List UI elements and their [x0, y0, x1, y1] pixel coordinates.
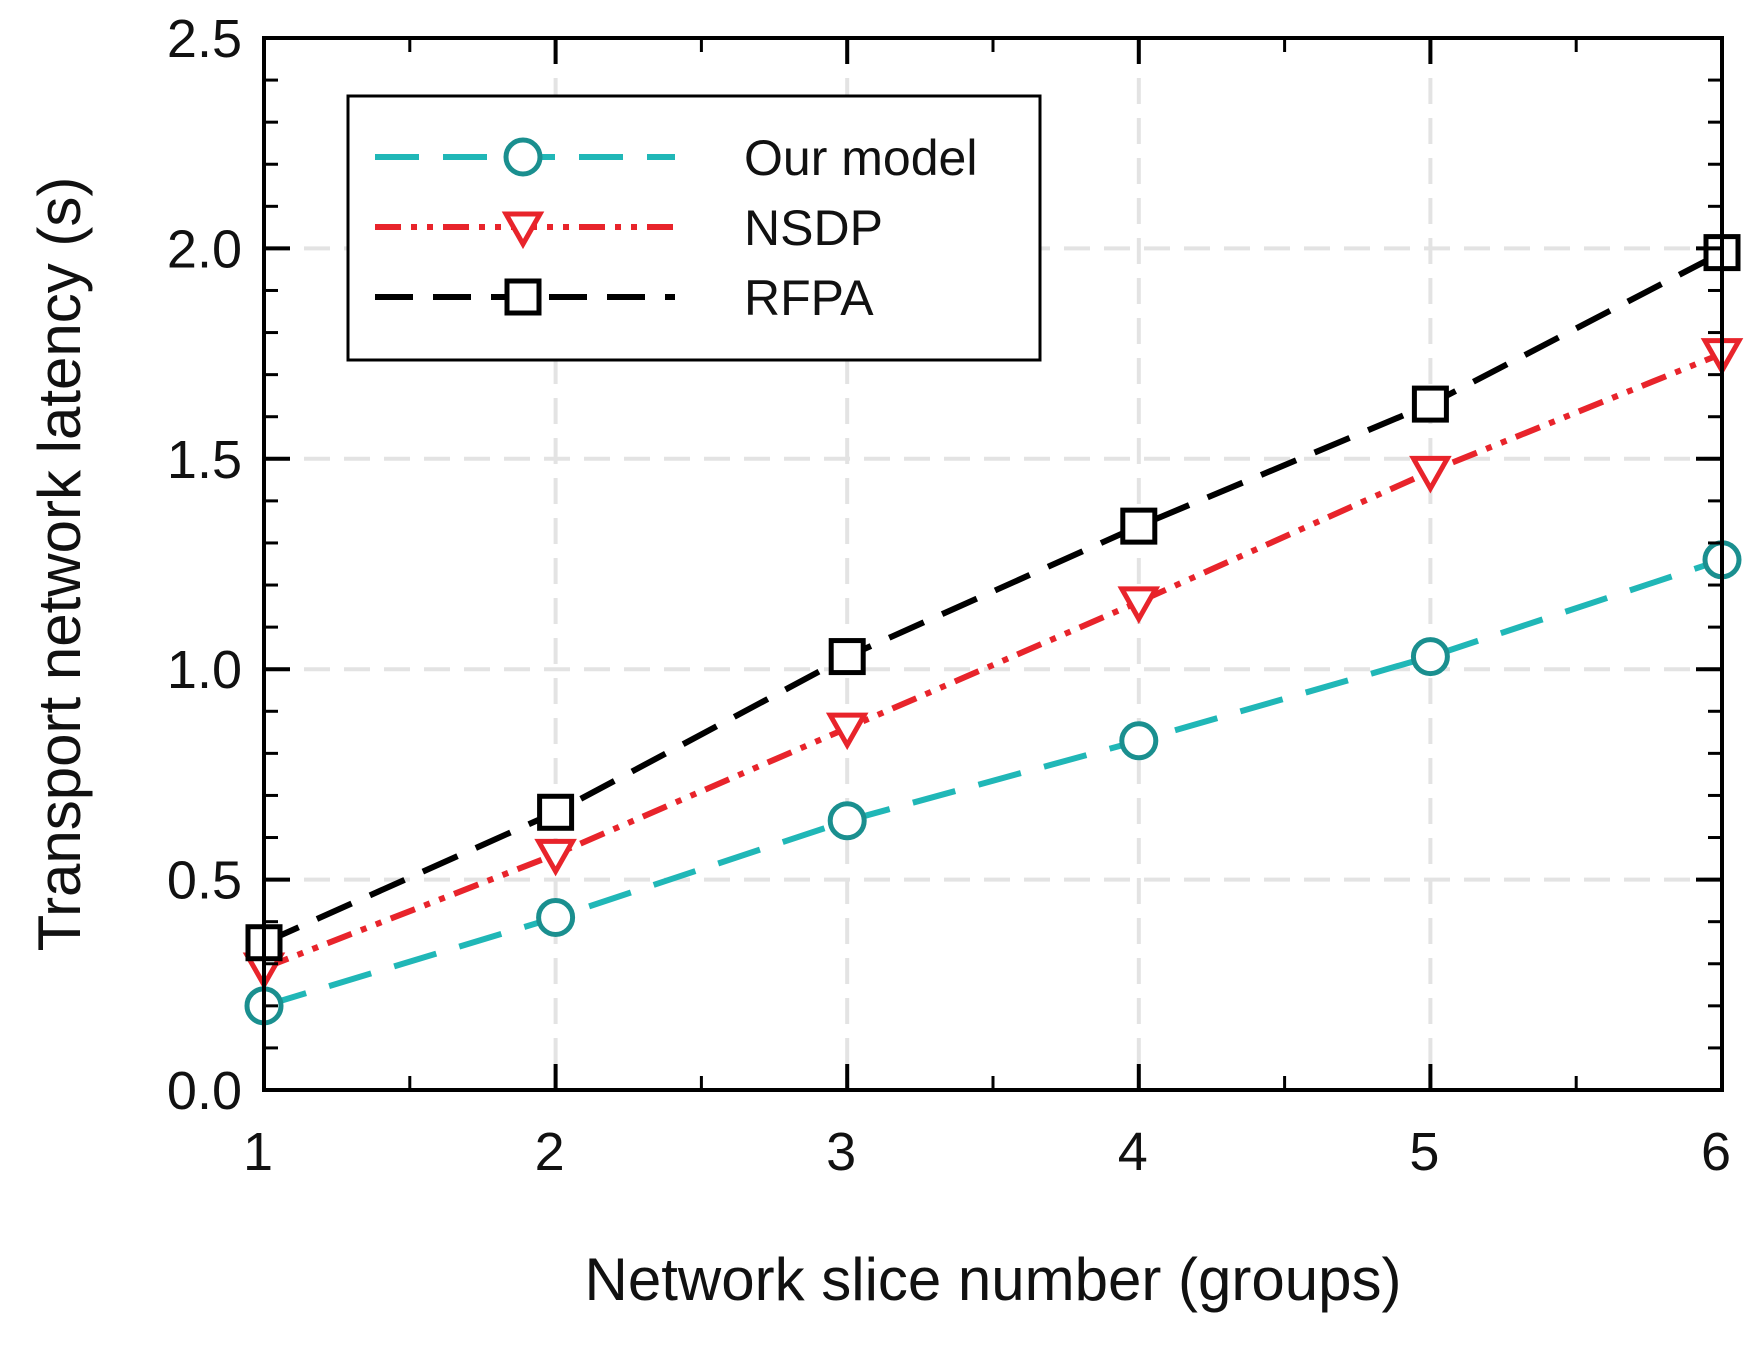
series-line-nsdp: [262, 350, 1724, 971]
legend-label-nsdp: NSDP: [744, 200, 883, 256]
y-tick-label: 0.5: [167, 851, 242, 911]
data-point-our-model: [536, 897, 576, 937]
data-point-our-model: [827, 801, 867, 841]
y-tick-label: 2.0: [167, 219, 242, 279]
legend-marker-our-model: [503, 137, 543, 177]
legend-marker-rfpa: [504, 278, 542, 316]
x-tick-label: 4: [1118, 1122, 1148, 1182]
legend: Our model NSDP RFPA: [346, 94, 1042, 362]
legend-label-our-model: Our model: [744, 130, 977, 186]
legend-marker-nsdp: [501, 211, 545, 250]
series-line-rfpa: [262, 249, 1724, 946]
data-point-our-model: [1410, 637, 1450, 677]
data-point-nsdp: [534, 838, 577, 877]
y-tick-label: 1.0: [167, 640, 242, 700]
data-point-nsdp: [1409, 455, 1452, 494]
legend-label-rfpa: RFPA: [744, 270, 874, 326]
x-axis-title: Network slice number (groups): [585, 1246, 1402, 1313]
x-tick-label: 3: [826, 1122, 856, 1182]
data-point-rfpa: [828, 638, 866, 676]
x-tick-label: 6: [1701, 1122, 1731, 1182]
y-tick-label: 2.5: [167, 9, 242, 69]
axis-ticks: 1 2 3 4 5 6 0.0 0.5 1.0 1.5 2.0 2.5: [167, 9, 1731, 1182]
data-point-rfpa: [1120, 507, 1158, 545]
x-tick-label: 5: [1409, 1122, 1439, 1182]
y-axis-title: Transport network latency (s): [26, 177, 93, 952]
data-point-our-model: [1119, 721, 1159, 761]
x-tick-label: 1: [243, 1122, 273, 1182]
legend-item-our-model: Our model: [375, 130, 977, 186]
legend-item-nsdp: NSDP: [375, 200, 883, 256]
y-tick-label: 0.0: [167, 1061, 242, 1121]
data-point-rfpa: [537, 793, 575, 831]
legend-item-rfpa: RFPA: [375, 270, 874, 326]
data-point-rfpa: [1411, 385, 1449, 423]
y-tick-label: 1.5: [167, 430, 242, 490]
series-line-our-model: [263, 556, 1723, 1009]
x-tick-label: 2: [535, 1122, 565, 1182]
data-point-nsdp: [825, 712, 869, 751]
data-point-nsdp: [1117, 586, 1161, 624]
